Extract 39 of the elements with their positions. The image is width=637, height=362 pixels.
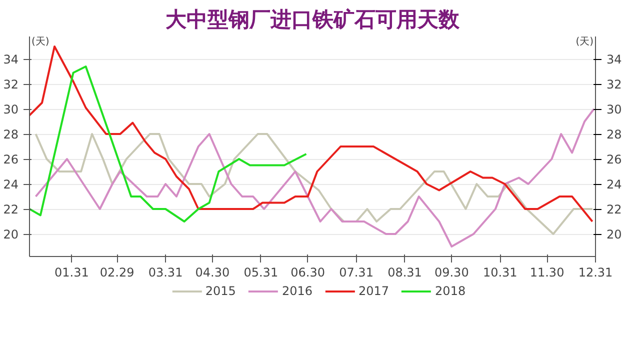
y-tick-label: 32 — [3, 78, 19, 92]
y-tick-label: 20 — [3, 228, 19, 242]
y2-tick-label: 30 — [606, 102, 622, 116]
x-tick-label: 12.31 — [578, 266, 613, 280]
x-tick-label: 06.30 — [290, 266, 325, 280]
x-tick-label: 03.31 — [148, 266, 183, 280]
x-tick-label: 08.31 — [388, 266, 422, 280]
x-tick-label: 09.30 — [434, 266, 469, 280]
y2-tick-label: 26 — [606, 152, 622, 166]
line-series — [30, 66, 308, 222]
x-tick-label: 05.31 — [244, 266, 278, 280]
x-tick-label: 02.29 — [100, 266, 134, 280]
x-tick-label: 04.30 — [195, 266, 230, 280]
y2-tick-label: 22 — [606, 202, 622, 216]
y-axis-title: (天) — [32, 36, 50, 48]
y-tick-label: 22 — [3, 202, 19, 216]
legend-label: 2018 — [435, 284, 466, 298]
y-tick-label: 26 — [3, 152, 19, 166]
x-tick-label: 01.31 — [54, 266, 89, 280]
line-series — [34, 133, 594, 235]
chart-title: 大中型钢厂进口铁矿石可用天数 — [166, 8, 460, 32]
y2-tick-label: 34 — [606, 52, 622, 66]
legend-label: 2017 — [358, 284, 390, 298]
legend-label: 2015 — [205, 284, 236, 298]
y2-tick-label: 20 — [606, 228, 622, 242]
line-series — [34, 108, 595, 248]
x-tick-label: 07.31 — [339, 266, 374, 280]
y2-tick-label: 32 — [606, 78, 622, 92]
y-tick-label: 30 — [3, 102, 19, 116]
y2-axis-title: (天) — [576, 36, 594, 48]
y2-tick-label: 28 — [606, 128, 622, 142]
y-tick-label: 34 — [3, 52, 19, 66]
x-tick-label: 10.31 — [482, 266, 518, 280]
y-tick-label: 28 — [3, 128, 19, 142]
legend-label: 2016 — [282, 284, 312, 298]
x-tick-label: 11.30 — [530, 266, 564, 280]
y2-tick-label: 24 — [606, 178, 622, 192]
y-tick-label: 24 — [3, 178, 19, 192]
line-series — [30, 46, 594, 222]
